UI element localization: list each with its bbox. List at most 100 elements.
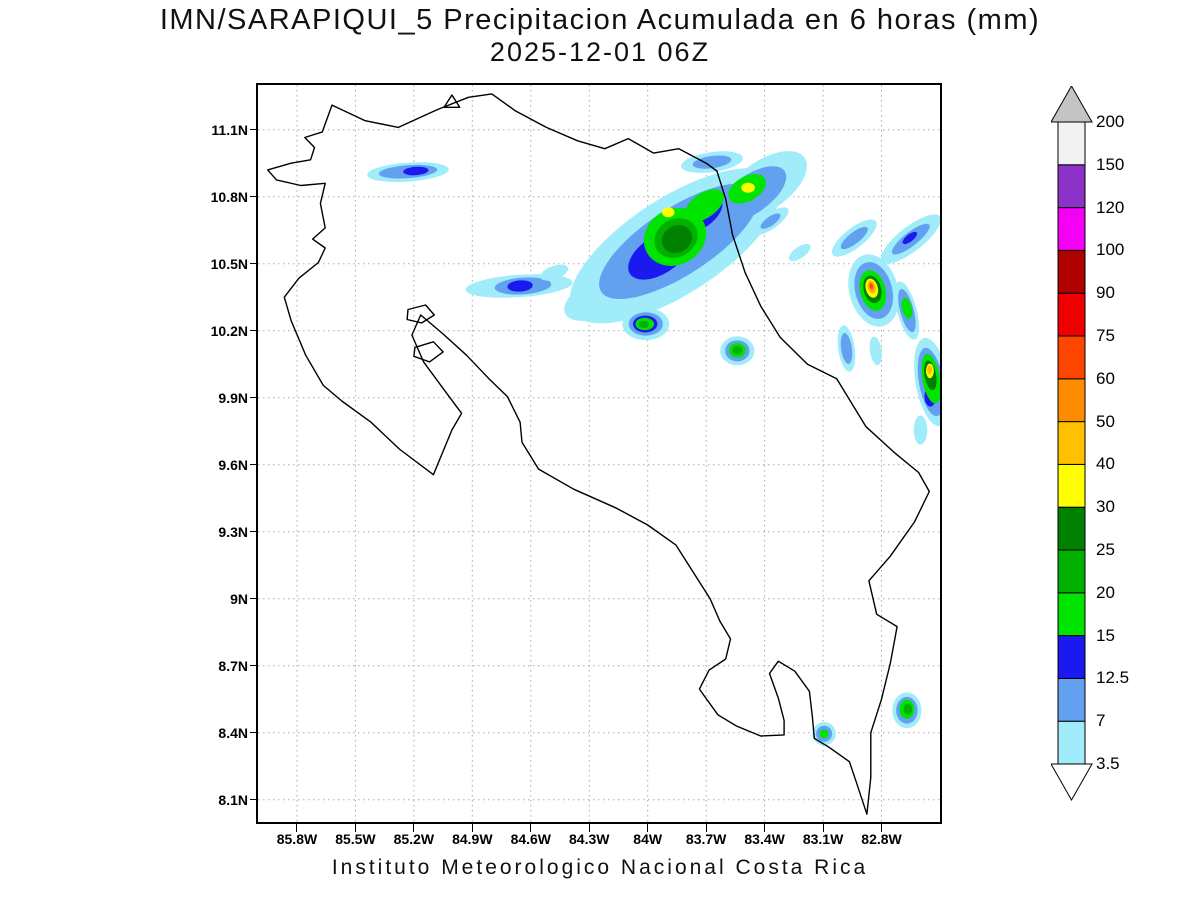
colorbar-tick-label: 40 [1096,454,1115,474]
caption: Instituto Meteorologico Nacional Costa R… [331,856,869,879]
colorbar-tick-label: 3.5 [1096,754,1120,773]
precip-cell-7 [760,213,781,229]
lon-tick-mark [530,824,532,832]
precip-cell-3.5 [540,264,569,281]
colorbar-seg-3.5 [1057,720,1086,765]
precip-cell-3.5 [869,336,882,366]
lat-tick-label: 11.1N [211,121,248,138]
lat-tick-mark [250,263,258,265]
colorbar-seg-40 [1057,421,1086,465]
lat-tick-mark [250,799,258,801]
lat-tick-mark [250,665,258,667]
precip-cell-3.5 [913,415,928,445]
colorbar-tick-label: 20 [1096,582,1115,602]
precip-cell-3.5 [788,243,811,262]
lat-tick-mark [250,598,258,600]
lat-tick-label: 9.3N [218,523,248,540]
colorbar-tick-label: 120 [1096,197,1125,217]
lat-tick-mark [250,330,258,332]
lat-tick-label: 10.2N [210,322,248,339]
lon-tick-mark [354,824,356,832]
precip-cell-20 [638,320,650,328]
colorbar-tick-label: 25 [1096,540,1115,559]
lat-tick-label: 8.1N [218,791,248,808]
lat-tick-mark [250,531,258,533]
lat-tick-mark [250,732,258,734]
lon-tick-label: 83.7W [685,831,727,847]
precip-cell-60 [869,283,873,289]
colorbar-scale [1051,86,1093,802]
lat-tick-label: 9.9N [218,389,248,406]
colorbar-tick-label: 100 [1096,240,1125,260]
colorbar-above-arrow [1051,86,1093,123]
lat-tick-label: 8.7N [218,657,248,674]
precip-cell-7 [840,226,868,250]
colorbar-seg-120 [1057,164,1086,209]
lon-tick-mark [413,824,415,832]
lon-tick-label: 84.3W [569,831,610,847]
colorbar-below-arrow [1051,763,1093,802]
precip-cell-30 [661,207,675,218]
lon-tick-mark [296,824,298,832]
precip-cell-12.5 [902,231,918,245]
lat-tick-label: 10.5N [210,255,248,272]
lat-tick-label: 9.6N [218,456,248,473]
precip-cell-30 [741,182,755,193]
colorbar-seg-75 [1057,292,1086,337]
precip-cells [367,151,940,746]
lon-tick-mark [705,824,707,832]
lon-tick-label: 85.2W [393,831,435,847]
costa-rica-map [258,85,940,822]
precip-cell-7 [692,155,732,169]
colorbar-seg-20 [1057,549,1086,594]
colorbar-tick-label: 7 [1096,711,1106,731]
lon-tick-label: 83.4W [744,831,785,847]
colorbar-seg-50 [1057,378,1086,423]
lon-tick-mark [647,824,649,832]
precip-cell-12.5 [507,280,533,292]
lat-tick-mark [250,129,258,131]
costa-rica-outline [267,93,930,815]
precip-cell-15 [819,729,829,739]
precip-cell-25 [661,225,692,254]
colorbar-tick-label: 50 [1096,411,1115,431]
colorbar-tick-label: 75 [1096,326,1115,345]
precip-cell-20 [903,703,913,715]
lat-tick-label: 10.8N [210,188,248,205]
map-title: IMN/SARAPIQUI_5 Precipitacion Acumulada … [159,4,1041,36]
precip-cell-15 [684,189,724,222]
precip-cell-20 [732,346,743,355]
lon-tick-mark [822,824,824,832]
colorbar-seg-30 [1057,463,1086,508]
colorbar-seg-25 [1057,506,1086,551]
colorbar-tick-label: 15 [1096,625,1115,645]
lon-tick-label: 84W [633,831,663,847]
lon-tick-label: 84.9W [452,831,493,847]
lon-tick-mark [588,824,590,832]
lon-tick-mark [764,824,766,832]
island-outline [413,341,444,363]
island-outline [443,94,461,108]
colorbar-seg-7 [1057,677,1086,722]
lat-tick-mark [250,196,258,198]
colorbar-tick-label: 90 [1096,283,1115,303]
lon-tick-label: 82.8W [861,831,902,847]
lat-tick-mark [250,464,258,466]
lon-tick-label: 85.8W [276,831,318,847]
colorbar-tick-label: 150 [1096,154,1125,174]
island-outline [406,304,435,324]
colorbar-tick-label: 12.5 [1096,668,1130,688]
precip-cell-40 [927,365,933,375]
lon-tick-label: 83.1W [802,831,844,847]
coastline [267,93,930,815]
map-datetime: 2025-12-01 06Z [489,37,711,67]
colorbar-seg-60 [1057,335,1086,380]
grid-lines [258,85,940,822]
colorbar-seg-12.5 [1057,635,1086,679]
colorbar-seg-100 [1057,207,1086,251]
lon-tick-label: 85.5W [335,831,376,847]
lat-tick-mark [250,397,258,399]
precip-cell-7 [840,333,853,364]
colorbar-tick-label: 200 [1096,112,1125,131]
